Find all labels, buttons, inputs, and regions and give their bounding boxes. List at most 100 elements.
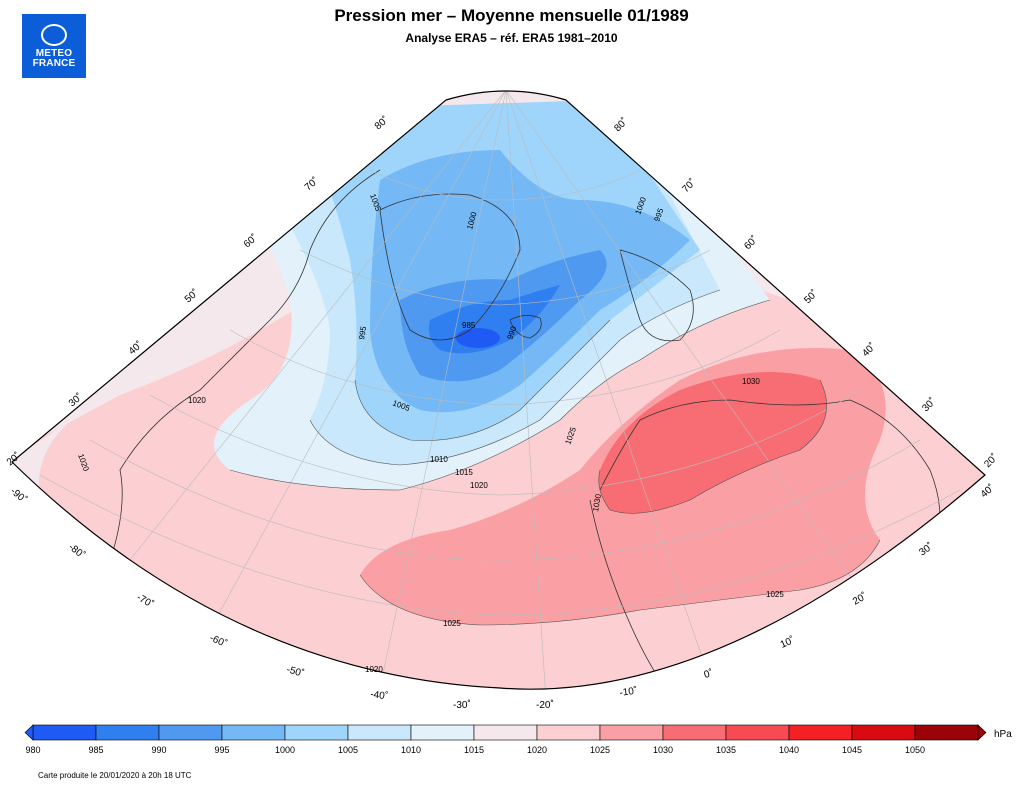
logo-mark-icon [41, 23, 67, 46]
lon-label: -80˚ [66, 541, 87, 561]
meridian-60w [209, 91, 507, 631]
colorbar-tick-label: 995 [214, 745, 229, 755]
contour-label: 990 [505, 325, 518, 341]
colorbar-segment [410, 724, 475, 741]
lat-label: 50˚ [182, 287, 201, 305]
scandinavia-coast [619, 249, 694, 342]
lat-label: 80˚ [612, 115, 631, 134]
lon-label: 0˚ [703, 667, 715, 681]
lon-label: -90˚ [8, 485, 29, 506]
colorbar-tick-label: 985 [88, 745, 103, 755]
lat-label: 40˚ [860, 340, 879, 359]
graticule [39, 91, 961, 690]
parallel-50 [149, 389, 861, 496]
lon-label: 10˚ [778, 634, 796, 651]
africa-coast [589, 499, 661, 681]
lat-label: 30˚ [920, 395, 939, 414]
colorbar-tick-label: 1010 [401, 745, 421, 755]
contour-label: 1025 [443, 619, 461, 628]
colorbar-segment [284, 724, 349, 741]
colorbar-right-arrow [977, 724, 987, 741]
lat-label: 70˚ [302, 175, 321, 193]
contour-label: 1020 [188, 396, 206, 405]
colorbar-tick-label: 1005 [338, 745, 358, 755]
footer-note: Carte produite le 20/01/2020 à 20h 18 UT… [38, 771, 192, 780]
colorbar-segment [473, 724, 538, 741]
contour-label: 1030 [591, 493, 603, 513]
lon-label: 40˚ [978, 482, 997, 500]
colorbar-tick-label: 990 [151, 745, 166, 755]
contour-label: 1020 [470, 481, 488, 490]
parallel-80 [369, 169, 641, 201]
isobars [229, 289, 881, 626]
meridian-0 [505, 91, 711, 681]
colorbar-tick-label: 980 [25, 745, 40, 755]
colorbar-tick-label: 1045 [842, 745, 862, 755]
isobar-1030 [598, 379, 827, 514]
colorbar-segment [158, 724, 223, 741]
lon-label: -60˚ [208, 632, 229, 650]
meridian-80w [129, 91, 507, 561]
contour-label: 985 [462, 321, 476, 330]
field-980-985 [456, 328, 500, 348]
parallel-70 [299, 249, 711, 306]
colorbar: 980 985 990 995 1000 1005 1010 1015 1020 1025 1030… [24, 724, 987, 755]
colorbar-tick-label: 1000 [275, 745, 295, 755]
colorbar-segment [914, 724, 979, 741]
north-america-coast [94, 169, 381, 601]
parallel-40 [89, 439, 921, 561]
contour-label: 1020 [365, 665, 383, 674]
lon-label: -70˚ [135, 591, 156, 610]
colorbar-segment [725, 724, 790, 741]
contour-label: 1010 [430, 455, 448, 464]
colorbar-tick-label: 1025 [590, 745, 610, 755]
colorbar-segment [347, 724, 412, 741]
lat-label: 20˚ [982, 451, 1001, 470]
isobar-1015 [229, 299, 771, 491]
colorbar-tick-label: 1040 [779, 745, 799, 755]
colorbar-segment [536, 724, 601, 741]
map-subtitle: Analyse ERA5 – réf. ERA5 1981–2010 [405, 31, 618, 45]
parallel-60 [229, 329, 781, 406]
lat-label: 50˚ [802, 287, 821, 306]
colorbar-segment [788, 724, 853, 741]
colorbar-tick-label: 1035 [716, 745, 736, 755]
colorbar-unit: hPa [994, 729, 1012, 740]
map-title: Pression mer – Moyenne mensuelle 01/1989 [334, 6, 689, 25]
lon-label: -30˚ [453, 699, 471, 711]
colorbar-tick-label: 1020 [527, 745, 547, 755]
colorbar-left-arrow [24, 724, 34, 741]
parallel-30 [39, 474, 961, 616]
lon-label: -20˚ [536, 699, 554, 711]
lon-label: -10˚ [619, 685, 638, 699]
lat-label: 60˚ [241, 232, 260, 250]
coastlines [94, 169, 941, 681]
meridian-40w [379, 91, 507, 689]
meridian-20w [505, 91, 547, 690]
colorbar-segment [32, 724, 97, 741]
lon-label: 30˚ [917, 540, 936, 558]
map-frame [11, 90, 986, 690]
colorbar-tick-label: 1015 [464, 745, 484, 755]
contour-label: 1030 [742, 377, 760, 386]
isobar-1005 [354, 319, 611, 441]
logo-line-2: FRANCE [32, 57, 76, 69]
colorbar-segment [662, 724, 727, 741]
contour-label: 1025 [766, 590, 784, 599]
europe-coast [599, 399, 941, 561]
colorbar-segment [599, 724, 664, 741]
contour-label: 995 [357, 325, 368, 340]
colorbar-segment [851, 724, 916, 741]
greenland-coast [379, 193, 521, 341]
lat-label: 60˚ [742, 233, 761, 252]
meteo-france-logo: METEO FRANCE [22, 14, 86, 78]
lat-label: 80˚ [372, 114, 391, 132]
meridian-20e [505, 91, 861, 591]
isobar-1010 [309, 289, 721, 466]
field-1030-1035 [598, 372, 827, 514]
lon-label: -40˚ [370, 688, 389, 702]
iceland-coast [509, 315, 542, 339]
isobar-1025 [359, 539, 881, 626]
colorbar-tick-label: 1030 [653, 745, 673, 755]
